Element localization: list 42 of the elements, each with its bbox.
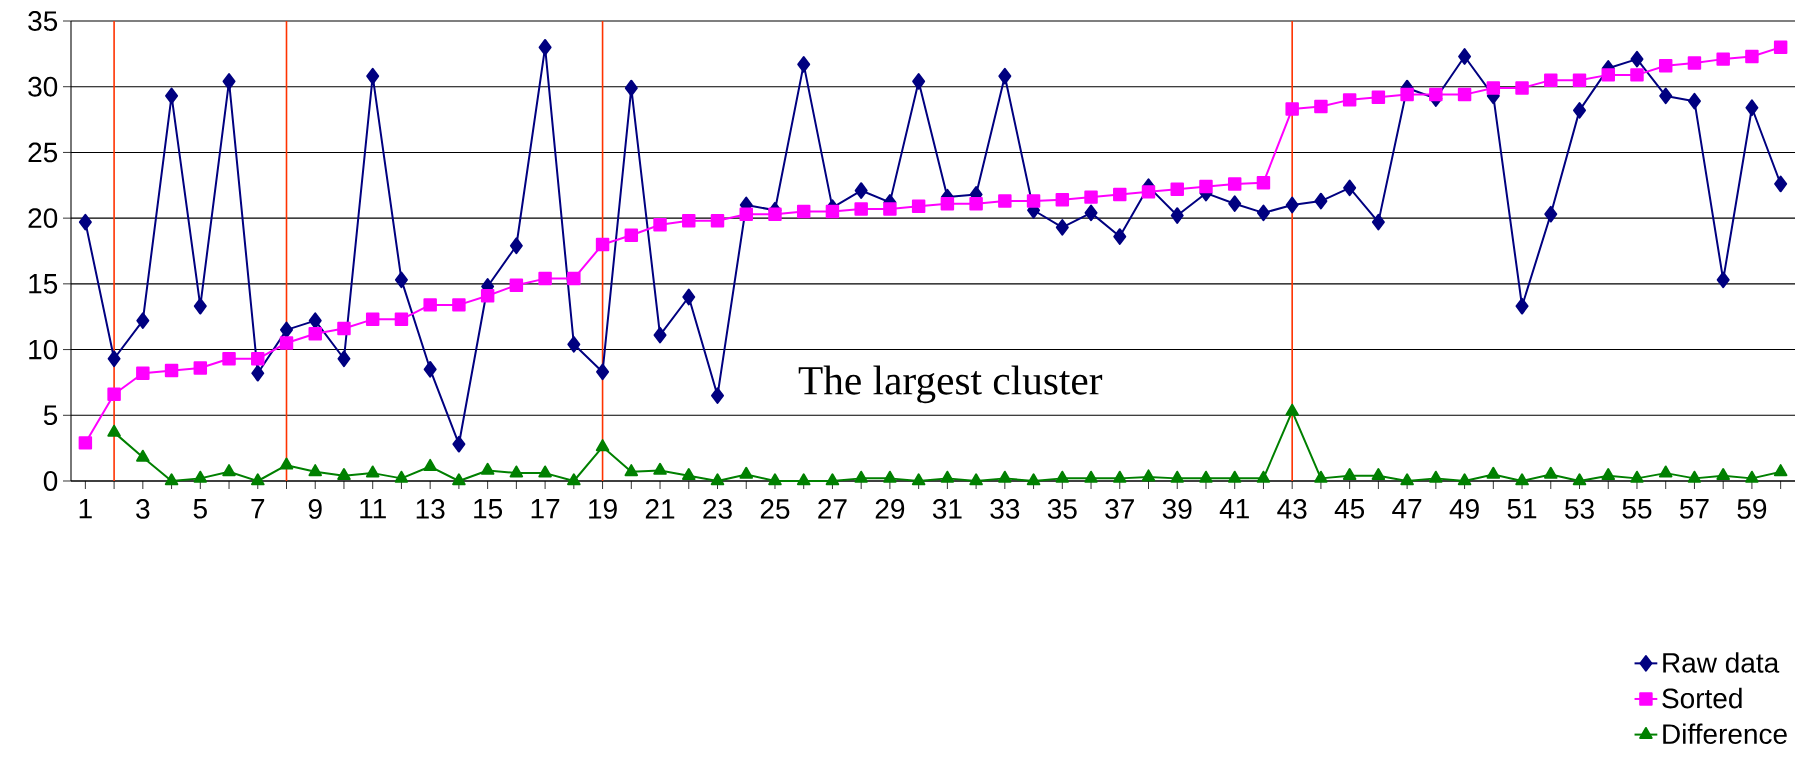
x-tick-label: 5	[193, 499, 207, 519]
x-tick-label: 53	[1565, 499, 1594, 519]
x-tick-label: 13	[416, 499, 445, 519]
y-tick-label: 20	[28, 208, 58, 229]
x-tick-label: 55	[1622, 499, 1652, 519]
x-tick-label: 23	[703, 499, 732, 519]
x-tick-label: 31	[932, 499, 962, 519]
x-tick-label: 49	[1449, 499, 1479, 519]
x-tick-label: 45	[1334, 499, 1365, 519]
legend-label: Difference	[1663, 723, 1787, 745]
annotation: The largest cluster	[798, 365, 1103, 404]
y-tick-label: 10	[29, 339, 58, 360]
x-tick-label: 29	[875, 499, 905, 519]
x-tick-label: 11	[360, 499, 386, 519]
x-tick-label: 17	[531, 499, 560, 519]
x-tick-label: 1	[79, 499, 92, 519]
x-tick-label: 3	[136, 499, 150, 519]
x-tick-label: 33	[990, 499, 1020, 519]
x-tick-label: 57	[1680, 499, 1709, 519]
x-tick-label: 39	[1162, 499, 1192, 519]
y-tick-label: 15	[29, 274, 58, 294]
x-tick-label: 19	[589, 499, 617, 519]
legend-label: Sorted	[1662, 687, 1742, 709]
x-tick-label: 9	[308, 499, 322, 519]
x-tick-label: 59	[1737, 499, 1767, 519]
legend-label: Raw data	[1663, 652, 1780, 673]
y-tick-label: 5	[43, 405, 58, 426]
x-tick-label: 43	[1277, 499, 1307, 519]
y-tick-label: 30	[28, 76, 58, 97]
x-tick-label: 27	[818, 499, 847, 519]
x-tick-label: 37	[1105, 499, 1134, 519]
x-tick-label: 15	[474, 499, 503, 519]
x-tick-label: 35	[1047, 499, 1077, 519]
y-tick-label: 35	[28, 11, 58, 31]
x-tick-label: 47	[1392, 499, 1422, 519]
x-tick-label: 41	[1219, 499, 1249, 519]
x-tick-label: 21	[645, 499, 675, 519]
x-tick-label: 51	[1507, 499, 1537, 519]
x-tick-label: 25	[760, 499, 790, 519]
y-tick-label: 0	[43, 471, 58, 491]
x-tick-label: 7	[251, 499, 265, 519]
y-tick-label: 25	[28, 142, 58, 163]
